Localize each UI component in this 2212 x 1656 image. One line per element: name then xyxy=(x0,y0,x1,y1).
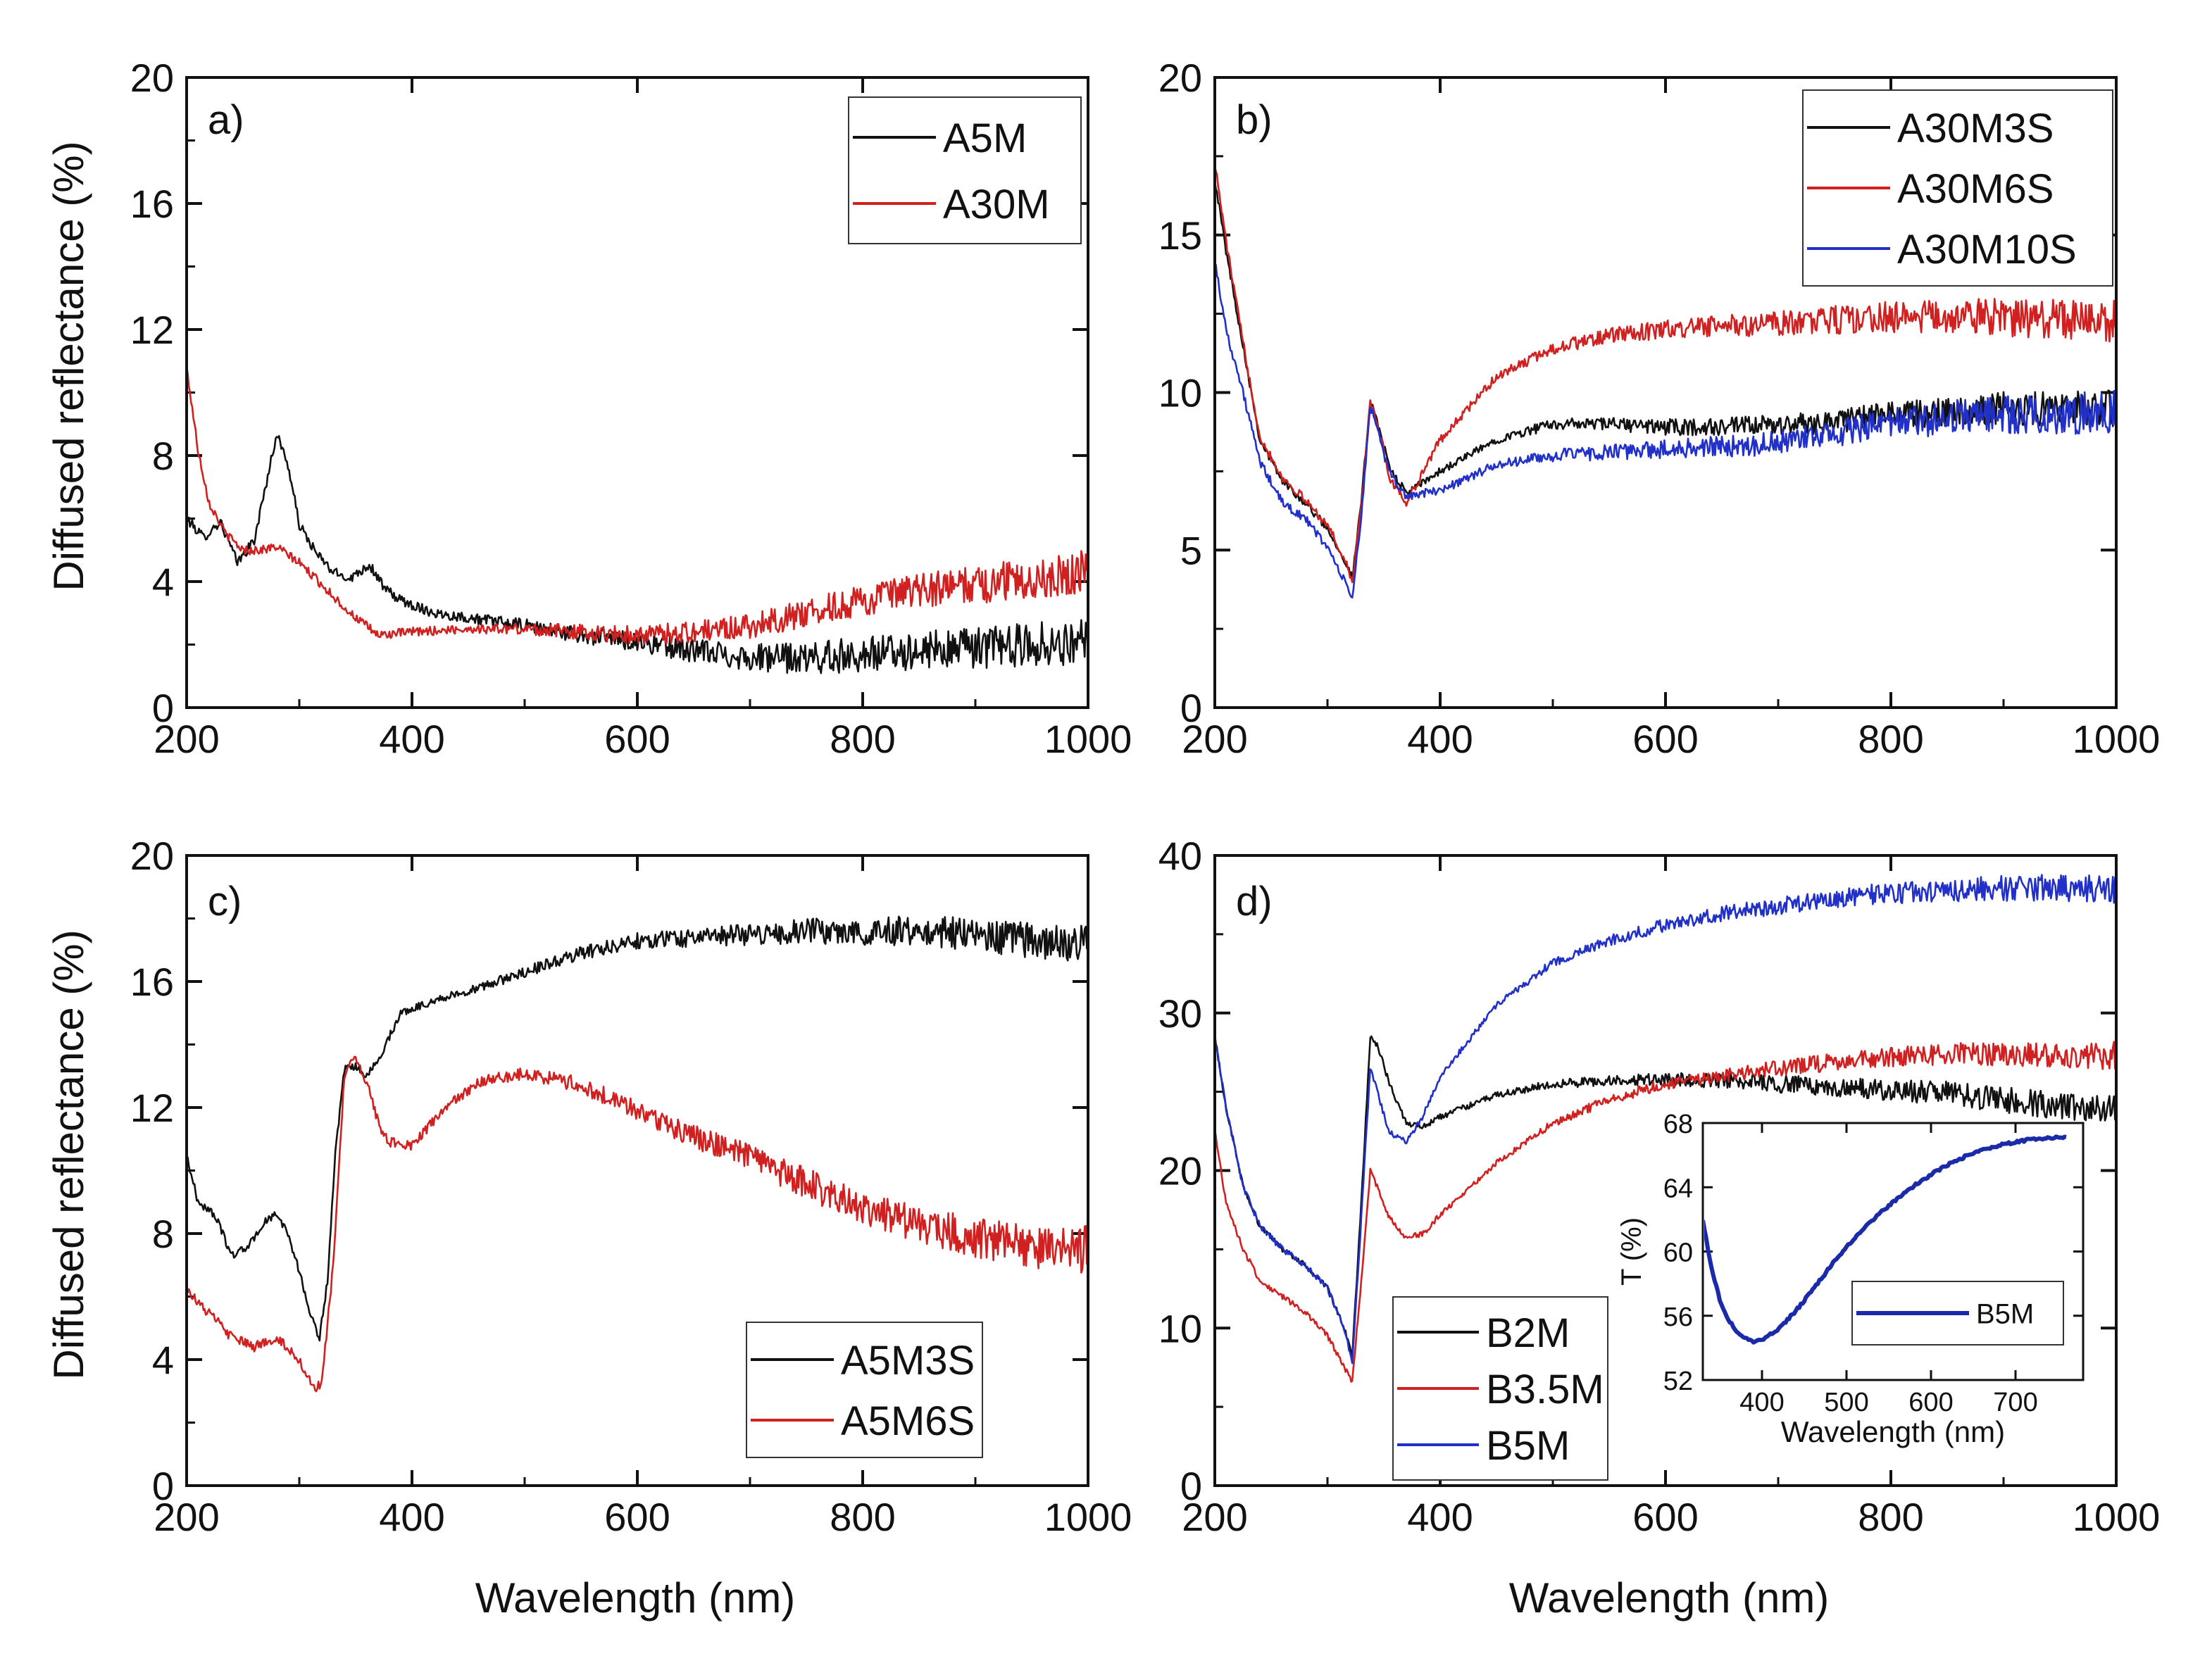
series-line-b5m xyxy=(1704,1134,2067,1345)
series-line-b5m xyxy=(1216,874,2115,1365)
x-tick-label: 1000 xyxy=(1044,717,1132,761)
y-tick-label: 64 xyxy=(1663,1174,1693,1203)
x-tick-label: 400 xyxy=(379,1495,444,1539)
x-tick-label: 800 xyxy=(830,717,895,761)
y-tick-label: 20 xyxy=(130,834,174,878)
x-tick-label: 600 xyxy=(1632,1495,1698,1539)
y-tick-label: 56 xyxy=(1663,1303,1693,1332)
y-tick-label: 5 xyxy=(1180,528,1202,572)
x-tick-label: 200 xyxy=(154,1495,219,1539)
y-axis-label-top: Diffused reflectance (%) xyxy=(45,141,92,591)
x-tick-label: 1000 xyxy=(1044,1495,1132,1539)
series-line-a30m xyxy=(188,369,1087,645)
y-tick-label: 30 xyxy=(1158,991,1202,1036)
x-tick-label: 400 xyxy=(1407,717,1473,761)
legend-label: B3.5M xyxy=(1486,1367,1604,1412)
panel-label: b) xyxy=(1236,97,1273,143)
series-line-a5m3s xyxy=(188,915,1087,1342)
x-tick-label: 200 xyxy=(1182,1495,1247,1539)
legend-label: A5M3S xyxy=(841,1338,975,1384)
legend-label: A30M6S xyxy=(1897,166,2054,212)
x-tick-label: 200 xyxy=(154,717,219,761)
legend-box xyxy=(746,1322,983,1458)
y-tick-label: 4 xyxy=(152,560,174,604)
x-tick-label: 1000 xyxy=(2073,717,2161,761)
series-line-b3-5m xyxy=(1216,1041,2115,1383)
legend-label: B2M xyxy=(1486,1310,1570,1356)
y-tick-label: 20 xyxy=(1158,56,1202,100)
inset-x-axis-label: Wavelength (nm) xyxy=(1781,1415,2005,1448)
y-tick-label: 12 xyxy=(130,308,174,352)
x-tick-label: 500 xyxy=(1824,1388,1868,1417)
x-tick-label: 600 xyxy=(1908,1388,1953,1417)
series-line-a5m xyxy=(188,435,1087,675)
x-tick-label: 600 xyxy=(604,1495,670,1539)
y-tick-label: 0 xyxy=(152,686,174,730)
panel-d-inset: 400 500 600 700 52 56 60 64 68 T (%) Wavelength (n… xyxy=(1616,1110,2085,1448)
y-tick-label: 20 xyxy=(1158,1149,1202,1193)
panel-b: 200 400 600 800 1000 0 5 10 15 20 b) A30M3S A30M6S A3… xyxy=(1158,56,2161,761)
x-tick-label: 1000 xyxy=(2073,1495,2161,1539)
y-tick-label: 4 xyxy=(152,1338,174,1382)
x-tick-label: 600 xyxy=(1632,717,1698,761)
panel-c: 200 400 600 800 1000 0 4 8 12 16 20 c) A5M3S A5M6S xyxy=(130,834,1132,1539)
y-tick-label: 16 xyxy=(130,960,174,1004)
panel-label: c) xyxy=(208,879,242,924)
y-tick-label: 0 xyxy=(152,1464,174,1508)
y-tick-label: 0 xyxy=(1180,686,1202,730)
y-tick-label: 8 xyxy=(152,434,174,478)
legend-label: B5M xyxy=(1486,1423,1570,1469)
x-tick-label: 200 xyxy=(1182,717,1247,761)
legend-label: A30M3S xyxy=(1897,106,2054,151)
y-tick-label: 15 xyxy=(1158,213,1202,258)
y-tick-label: 16 xyxy=(130,182,174,226)
y-tick-label: 8 xyxy=(152,1212,174,1256)
x-tick-label: 700 xyxy=(1993,1388,2037,1417)
y-tick-label: 40 xyxy=(1158,834,1202,878)
x-tick-label: 600 xyxy=(604,717,670,761)
x-tick-label: 400 xyxy=(1407,1495,1473,1539)
legend-label: A5M6S xyxy=(841,1398,975,1444)
series-line-a5m6s xyxy=(188,1055,1087,1393)
y-tick-label: 10 xyxy=(1158,371,1202,415)
y-tick-label: 52 xyxy=(1663,1367,1693,1396)
legend-label: A30M xyxy=(943,182,1050,227)
y-tick-label: 0 xyxy=(1180,1464,1202,1508)
y-tick-label: 60 xyxy=(1663,1238,1693,1268)
x-tick-label: 400 xyxy=(379,717,444,761)
series-line-b2m xyxy=(1216,1035,2115,1357)
x-axis-label-right: Wavelength (nm) xyxy=(1509,1574,1830,1622)
x-tick-label: 800 xyxy=(830,1495,895,1539)
y-tick-label: 10 xyxy=(1158,1306,1202,1350)
legend-label: B5M xyxy=(1976,1298,2034,1329)
y-axis-label-bottom: Diffused reflectance (%) xyxy=(45,929,92,1379)
y-tick-label: 20 xyxy=(130,56,174,100)
inset-y-axis-label: T (%) xyxy=(1616,1217,1647,1286)
x-tick-label: 800 xyxy=(1858,1495,1923,1539)
panel-label: a) xyxy=(208,97,244,143)
legend-label: A5M xyxy=(943,115,1027,161)
y-tick-label: 68 xyxy=(1663,1110,1693,1139)
x-tick-label: 800 xyxy=(1858,717,1923,761)
panel-a: 200 400 600 800 1000 0 4 8 12 16 20 a) A5M A30M xyxy=(130,56,1132,761)
panel-label: d) xyxy=(1236,879,1273,924)
legend-box xyxy=(848,96,1082,244)
x-tick-label: 400 xyxy=(1739,1388,1784,1417)
series-line-a30m10s xyxy=(1216,263,2115,598)
y-tick-label: 12 xyxy=(130,1086,174,1130)
x-axis-label-left: Wavelength (nm) xyxy=(475,1574,796,1622)
legend-label: A30M10S xyxy=(1897,227,2077,272)
